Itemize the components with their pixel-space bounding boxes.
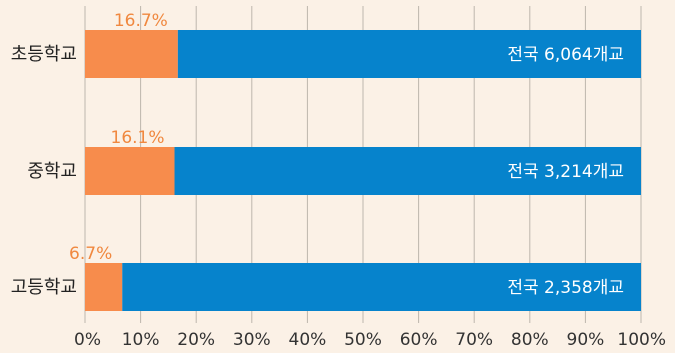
data-label-total: 전국 3,214개교 xyxy=(507,162,624,182)
bar-segment-remainder xyxy=(174,147,642,195)
category-label: 고등학교 xyxy=(11,277,77,298)
category-label: 초등학교 xyxy=(11,44,77,65)
x-tick-label: 50% xyxy=(344,330,382,350)
bar-segment-remainder xyxy=(177,30,642,78)
data-label-total: 전국 2,358개교 xyxy=(507,278,624,298)
data-label-total: 전국 6,064개교 xyxy=(507,45,624,65)
category-label: 중학교 xyxy=(27,161,77,182)
x-tick-label: 0% xyxy=(74,330,101,350)
x-tick-label: 20% xyxy=(177,330,215,350)
data-label-percent: 16.1% xyxy=(111,128,165,148)
x-tick-label: 10% xyxy=(122,330,160,350)
data-label-percent: 16.7% xyxy=(114,11,168,31)
data-label-percent: 6.7% xyxy=(69,244,112,264)
bar-segment-share xyxy=(85,263,123,311)
x-tick-label: 70% xyxy=(455,330,493,350)
x-tick-label: 100% xyxy=(617,330,666,350)
x-tick-label: 30% xyxy=(233,330,271,350)
bar-segment-remainder xyxy=(122,263,641,311)
x-tick-label: 60% xyxy=(400,330,438,350)
bar-segment-share xyxy=(85,147,175,195)
bar-segment-share xyxy=(85,30,178,78)
x-tick-label: 80% xyxy=(511,330,549,350)
x-tick-label: 90% xyxy=(567,330,605,350)
x-tick-label: 40% xyxy=(289,330,327,350)
